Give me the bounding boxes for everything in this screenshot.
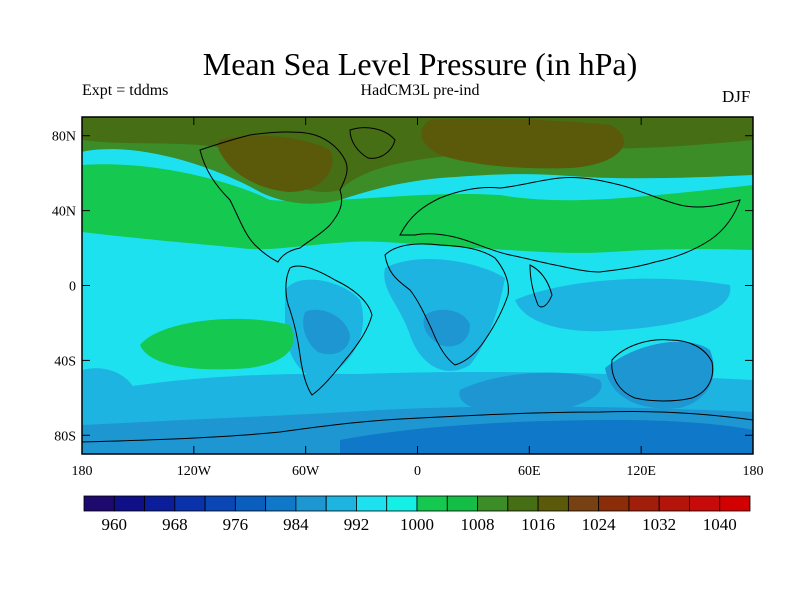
colorbar-swatch [416, 495, 448, 512]
longitude-axis: 180 120W 60W 0 60E 120E 180 [72, 117, 764, 479]
colorbar-swatch [537, 495, 569, 512]
lat-tick-label: 80S [54, 429, 76, 444]
field-996-south-pacific-west [82, 368, 135, 407]
field-1016-siberia [421, 118, 625, 169]
lat-tick-label: 0 [69, 280, 76, 295]
field-992-south-indian [459, 372, 602, 414]
colorbar-label: 1032 [642, 515, 676, 534]
colorbar-swatch [477, 495, 509, 512]
latitude-axis: 80N 40N 0 40S 80S [52, 130, 753, 444]
colorbar-label: 960 [102, 515, 128, 534]
field-996-india-pacific [515, 278, 731, 332]
chart-title: Mean Sea Level Pressure (in hPa) [202, 46, 638, 82]
field-992-australia [605, 341, 714, 409]
coast-greenland [349, 127, 396, 159]
lon-tick-label: 0 [414, 464, 421, 479]
field-1016-north-america [217, 135, 333, 192]
season-label: DJF [722, 87, 751, 106]
colorbar-swatch [598, 495, 630, 512]
colorbar-swatch [507, 495, 539, 512]
colorbar [83, 495, 751, 512]
model-label: HadCM3L pre-ind [360, 82, 480, 99]
lon-tick-label: 180 [743, 464, 764, 479]
coast-north-america [199, 131, 348, 263]
field-1008-north-pacific-west [82, 178, 215, 204]
lat-tick-label: 80N [52, 130, 76, 145]
field-988-antarctic-ring [340, 420, 753, 454]
field-1008-south-pacific-high [140, 318, 294, 370]
coast-antarctica [82, 410, 753, 443]
colorbar-swatch [356, 495, 388, 512]
colorbar-swatch [144, 495, 176, 512]
coast-south-america [285, 265, 373, 396]
colorbar-label: 968 [162, 515, 188, 534]
colorbar-swatch [719, 495, 751, 512]
colorbar-label: 1024 [582, 515, 617, 534]
coastlines [82, 127, 753, 443]
colorbar-swatch [204, 495, 236, 512]
colorbar-swatch [446, 495, 478, 512]
colorbar-swatch [689, 495, 721, 512]
lat-tick-label: 40S [54, 354, 76, 369]
colorbar-label: 1008 [461, 515, 495, 534]
experiment-label: Expt = tddms [82, 82, 169, 99]
colorbar-labels: 960 968 976 984 992 1000 1008 1016 1024 1032 1040 [102, 515, 737, 534]
colorbar-label: 1000 [400, 515, 434, 534]
colorbar-swatch [628, 495, 660, 512]
colorbar-swatch [113, 495, 145, 512]
lon-tick-label: 120W [177, 464, 212, 479]
lon-tick-label: 180 [72, 464, 93, 479]
colorbar-label: 992 [344, 515, 370, 534]
colorbar-label: 984 [283, 515, 309, 534]
colorbar-label: 1040 [703, 515, 737, 534]
colorbar-label: 1016 [521, 515, 555, 534]
field-1008-north-band [82, 164, 753, 253]
colorbar-swatch [658, 495, 690, 512]
lon-tick-label: 60W [292, 464, 320, 479]
coast-africa [384, 243, 509, 366]
field-992-south-america-core [303, 309, 350, 355]
lon-tick-label: 60E [518, 464, 541, 479]
colorbar-swatch [265, 495, 297, 512]
colorbar-swatch [325, 495, 357, 512]
coast-india [529, 264, 553, 308]
colorbar-swatch [83, 495, 115, 512]
pressure-field [82, 117, 753, 454]
colorbar-swatch [567, 495, 600, 512]
colorbar-swatch [174, 495, 206, 512]
coast-australia [611, 339, 714, 402]
lat-tick-label: 40N [52, 205, 76, 220]
colorbar-label: 976 [223, 515, 249, 534]
colorbar-swatch [295, 495, 327, 512]
coast-eurasia [399, 177, 741, 273]
lon-tick-label: 120E [626, 464, 656, 479]
colorbar-swatch [386, 495, 418, 512]
colorbar-swatch [234, 495, 267, 512]
